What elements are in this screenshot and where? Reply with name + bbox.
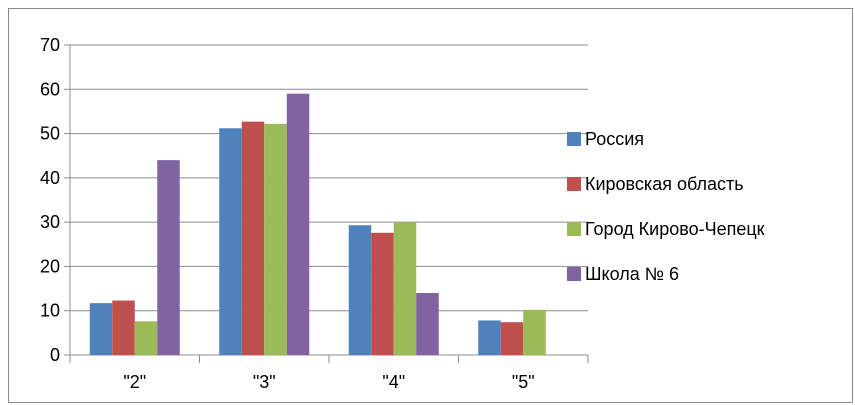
bar [89,303,113,355]
bar [219,128,242,355]
legend-swatch [567,132,581,146]
x-tick-label: "3" [253,372,276,392]
x-tick-label: "2" [123,372,146,392]
bar [264,123,287,355]
bar [286,93,310,355]
legend-label: Кировская область [585,174,744,194]
y-tick-label: 50 [40,124,60,144]
legend-swatch [567,222,581,236]
y-tick-label: 70 [40,35,60,55]
y-tick-label: 30 [40,212,60,232]
bar [393,222,417,355]
bar [241,121,265,355]
bar [371,232,394,355]
legend-swatch [567,177,581,191]
x-tick-label: "4" [382,372,405,392]
legend-label: Город Кирово-Чепецк [585,219,765,239]
y-tick-label: 0 [50,345,60,365]
bar [348,225,372,355]
y-tick-label: 40 [40,168,60,188]
legend-label: Школа № 6 [585,264,679,284]
y-tick-label: 20 [40,256,60,276]
legend-label: Россия [585,129,644,149]
x-tick-label: "5" [512,372,535,392]
y-tick-label: 60 [40,79,60,99]
bar [416,293,439,355]
bar [523,309,546,355]
bar [157,160,180,355]
bar [112,300,135,355]
legend-swatch [567,267,581,281]
y-tick-label: 10 [40,301,60,321]
bar [134,321,158,355]
bar [500,322,524,355]
bar [478,320,501,355]
